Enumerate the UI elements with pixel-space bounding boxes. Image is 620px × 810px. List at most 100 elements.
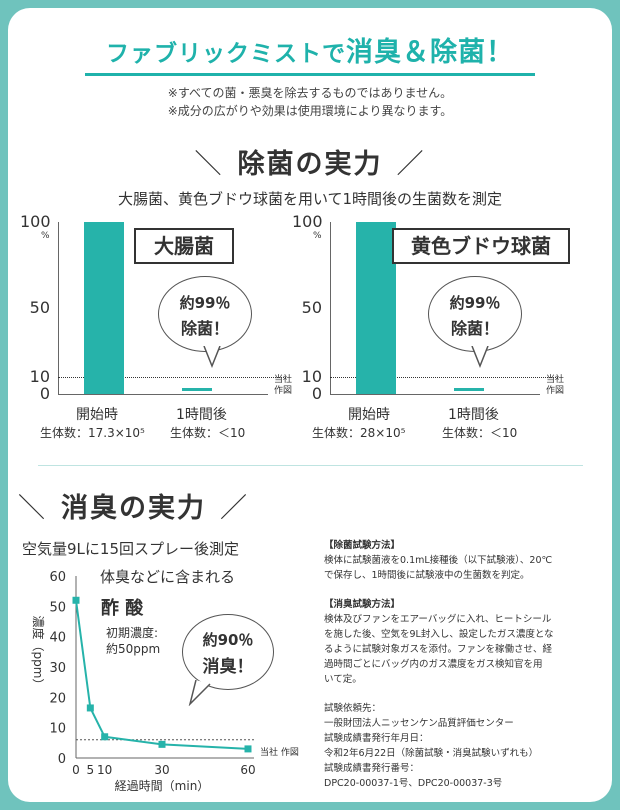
category-label: 開始時 [76, 407, 118, 423]
staph-chart: 0 10 50 100% 開始時生体数：28×10⁵ 1時間後生体数：＜10 当社 作図 黄色… [280, 208, 580, 448]
category-label: 開始時 [348, 407, 390, 423]
initial-value: 約50ppm [106, 642, 161, 656]
sterilization-title-text: 除菌の実力 [237, 149, 383, 180]
deodor-method-line: 過時間ごとにバッグ内のガス濃度をガス検知官を用 [324, 659, 543, 670]
banner-underline [85, 73, 535, 76]
ecoli-chart: 0 10 50 100% 開始時 生体数：17.3×10⁵ 1時間後 生体数：＜10 当社 作図… [8, 208, 308, 448]
date: 令和2年6月22日（除菌試験・消臭試験いずれも） [324, 748, 539, 759]
effect-bubble: 約99％ 除菌！ [428, 276, 522, 352]
deodor-title: ＼ 消臭の実力 ／ [18, 486, 263, 525]
y-tick-label: 100 [292, 212, 323, 231]
percent-unit: % [41, 231, 50, 241]
slash-left-icon: ＼ [18, 493, 47, 524]
data-point [86, 704, 94, 712]
sterilization-method-line: で保存し、1時間後に試験液中の生菌数を判定。 [324, 570, 530, 581]
cell-count-label: 生体数：17.3×10⁵ [40, 426, 145, 440]
bar-0 [356, 222, 396, 394]
deodor-title-text: 消臭の実力 [61, 493, 206, 524]
y-tick-label: 10 [49, 722, 66, 737]
data-point [158, 740, 166, 748]
disclaimer-1: ※すべての菌・悪臭を除去するものではありません。 [167, 86, 453, 100]
bubble-tail [203, 346, 221, 368]
x-axis [58, 394, 268, 395]
x-axis-label: 経過時間（min） [115, 779, 210, 793]
bubble-tail-path [471, 346, 489, 368]
banner-title: ファブリックミストで消臭＆除菌！ [8, 30, 612, 76]
sterilization-title: ＼ 除菌の実力 ／ [8, 142, 612, 181]
data-point [244, 745, 252, 753]
infographic-card: ファブリックミストで消臭＆除菌！ ※すべての菌・悪臭を除去するものではありません… [8, 8, 612, 802]
y-tick-label: 50 [29, 298, 50, 317]
x-tick-label: 0 [72, 763, 80, 777]
deodor-bubble-tail [188, 680, 211, 706]
slash-right-icon: ／ [220, 493, 249, 524]
initial-label: 初期濃度: [106, 626, 159, 640]
x-tick-label: 30 [154, 763, 169, 777]
y-tick-label: 100 [20, 212, 51, 231]
sterilization-method-line: 検体に試験菌液を0.1mL接種後（以下試験液）、20℃ [324, 555, 553, 566]
y-tick-label: 0 [311, 384, 322, 403]
section-divider [38, 465, 583, 466]
banner-emphasis: 消臭＆除菌！ [346, 37, 514, 68]
deodor-bubble-line2: 消臭！ [202, 657, 254, 677]
banner-prefix: ファブリックミストで [106, 41, 346, 67]
deodor-bubble-line1: 約90％ [202, 631, 254, 649]
sterilization-subtitle: 大腸菌、黄色ブドウ球菌を用いて1時間後の生菌数を測定 [117, 190, 503, 208]
x-tick-label: 10 [97, 763, 112, 777]
bacteria-label: 黄色ブドウ球菌 [392, 228, 570, 264]
y-axis-label: 濃度（ppm） [31, 616, 46, 691]
category-label: 1時間後 [176, 407, 227, 423]
bar-0 [84, 222, 124, 394]
bubble-line1: 約99％ [179, 294, 231, 312]
deodor-method-head: 【消臭試験方法】 [324, 599, 401, 610]
y-tick-label: 60 [49, 570, 66, 585]
data-point [101, 733, 109, 741]
y-tick-label: 10 [29, 366, 50, 386]
x-tick-label: 60 [240, 763, 255, 777]
date-head: 試験成績書発行年月日： [324, 733, 429, 744]
sterilization-method-head: 【除菌試験方法】 [324, 540, 401, 551]
cell-count-label: 生体数：＜10 [442, 426, 518, 440]
y-axis [58, 222, 59, 394]
deodor-source-note: 当社 作図 [260, 748, 299, 758]
bubble-tail [471, 346, 489, 368]
deodor-subtitle: 空気量9Lに15回スプレー後測定 [22, 540, 239, 558]
deodor-method-line: を施した後、空気を9L封入し、設定したガス濃度とな [324, 629, 554, 640]
bar-1 [454, 388, 484, 391]
percent-unit: % [313, 231, 322, 241]
y-tick-label: 20 [49, 691, 66, 706]
y-tick-label: 10 [301, 366, 322, 386]
y-axis [330, 222, 331, 394]
reference-line [58, 376, 286, 378]
odor-caption: 体臭などに含まれる [100, 568, 236, 586]
deodor-method-line: いて定。 [324, 674, 362, 685]
cell-count-label: 生体数：＜10 [170, 426, 246, 440]
bubble-line2: 除菌！ [180, 319, 229, 338]
y-tick-label: 50 [49, 600, 66, 615]
number-head: 試験成績書発行番号： [324, 763, 420, 774]
number: DPC20-00037-1号、DPC20-00037-3号 [324, 778, 503, 789]
deodor-bubble: 約90％ 消臭！ [182, 614, 274, 690]
data-point [72, 596, 80, 604]
disclaimer-2: ※成分の広がりや効果は使用環境により異なります。 [167, 104, 453, 118]
odor-name: 酢 酸 [101, 598, 144, 619]
y-tick-label: 50 [301, 298, 322, 317]
slash-right-icon: ／ [396, 149, 426, 180]
y-tick-label: 40 [49, 631, 66, 646]
category-label: 1時間後 [448, 407, 499, 423]
bubble-line2: 除菌！ [450, 319, 499, 338]
effect-bubble: 約99％ 除菌！ [158, 276, 252, 352]
methods-text: 【除菌試験方法】 検体に試験菌液を0.1mL接種後（以下試験液）、20℃ で保存… [324, 538, 554, 791]
x-axis [330, 394, 540, 395]
y-tick-label: 0 [58, 752, 66, 767]
deodor-method-line: るように試験対象ガスを添付。ファンを稼働させ、経 [324, 644, 553, 655]
requester-head: 試験依頼先： [324, 703, 382, 714]
bacteria-label: 大腸菌 [134, 228, 234, 264]
bar-1 [182, 388, 212, 391]
reference-line [330, 376, 558, 378]
source-note: 当社 作図 [546, 374, 565, 396]
source-note: 当社 作図 [274, 374, 293, 396]
x-tick-label: 5 [87, 763, 95, 777]
cell-count-label: 生体数：28×10⁵ [312, 426, 406, 440]
